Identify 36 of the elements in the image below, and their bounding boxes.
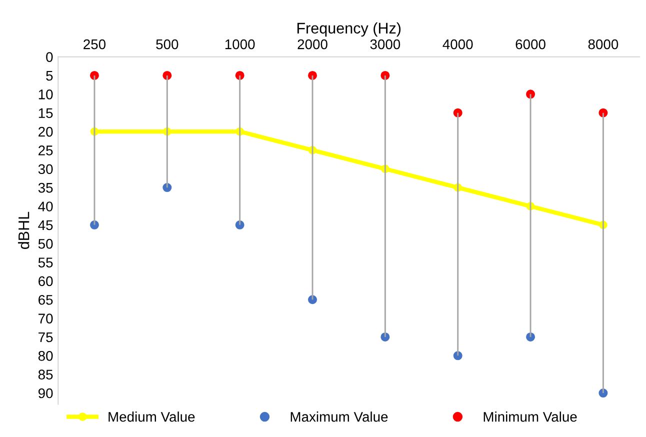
x-tick-label: 3000 xyxy=(370,39,400,50)
y-tick-label: 25 xyxy=(38,146,53,156)
y-tick-label: 75 xyxy=(38,332,53,342)
y-tick-label: 45 xyxy=(38,220,53,230)
x-tick-label: 6000 xyxy=(516,39,546,50)
x-axis-title: Frequency (Hz) xyxy=(297,22,401,37)
point xyxy=(90,220,99,230)
x-tick-label: 500 xyxy=(156,39,178,50)
x-tick-label: 1000 xyxy=(225,39,255,50)
y-tick-label: 85 xyxy=(38,370,53,380)
y-tick-label: 65 xyxy=(38,294,53,305)
y-tick-label: 70 xyxy=(38,314,53,324)
y-tick-label: 5 xyxy=(46,70,53,81)
y-tick-label: 10 xyxy=(38,90,53,100)
point xyxy=(308,295,317,304)
point xyxy=(308,70,317,80)
y-tick-label: 30 xyxy=(38,164,53,174)
y-tick-label: 90 xyxy=(38,388,53,398)
x-tick-label: 4000 xyxy=(442,39,473,50)
legend-label: Minimum Value xyxy=(484,412,577,422)
y-tick-label: 0 xyxy=(46,52,53,62)
point xyxy=(90,70,99,80)
y-tick-label: 50 xyxy=(38,238,53,249)
legend-label: Maximum Value xyxy=(290,412,388,422)
y-tick-label: 35 xyxy=(38,182,53,193)
y-tick-label: 55 xyxy=(38,258,53,268)
y-tick-label: 40 xyxy=(38,202,53,212)
x-tick-label: 250 xyxy=(84,39,106,50)
x-tick-label: 8000 xyxy=(588,39,618,50)
legend-label: Medium Value xyxy=(108,412,195,422)
y-tick-label: 20 xyxy=(38,126,53,137)
y-tick-label: 80 xyxy=(38,350,53,361)
y-axis-title: dBHL xyxy=(18,212,30,249)
x-tick-label: 2000 xyxy=(298,39,328,50)
y-tick-label: 15 xyxy=(38,108,53,118)
y-tick-label: 60 xyxy=(38,276,53,286)
